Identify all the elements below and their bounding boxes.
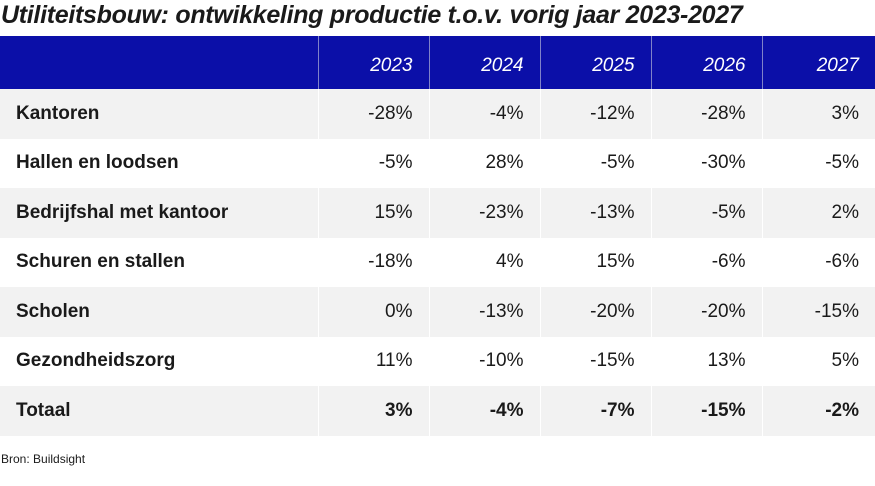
total-cell: -15% xyxy=(650,386,762,436)
row-label: Bedrijfshal met kantoor xyxy=(16,201,229,223)
total-cell: -7% xyxy=(539,386,651,436)
source-note: Bron: Buildsight xyxy=(1,452,86,466)
row-label: Gezondheidszorg xyxy=(16,350,176,372)
header-year-2026: 2026 xyxy=(650,36,762,89)
header-year-2024: 2024 xyxy=(428,36,540,89)
table-cell: -28% xyxy=(650,89,762,139)
table-cell: 15% xyxy=(317,188,429,238)
total-cell: -2% xyxy=(761,386,875,436)
table-cell: -28% xyxy=(317,89,429,139)
table-cell: -5% xyxy=(317,138,429,188)
table-row: Bedrijfshal met kantoor 15% -23% -13% -5… xyxy=(0,188,875,238)
table-cell: -6% xyxy=(650,237,762,287)
table-cell: -4% xyxy=(428,89,540,139)
table-cell: -12% xyxy=(539,89,651,139)
table-cell: -15% xyxy=(539,336,651,386)
table-cell: -13% xyxy=(428,287,540,337)
header-year-2023: 2023 xyxy=(317,36,429,89)
table-cell: -23% xyxy=(428,188,540,238)
total-cell: 3% xyxy=(317,386,429,436)
table-cell: 15% xyxy=(539,237,651,287)
table-cell: -30% xyxy=(650,138,762,188)
total-label: Totaal xyxy=(16,399,71,421)
header-year-2027: 2027 xyxy=(761,36,875,89)
table-cell: 11% xyxy=(317,336,429,386)
header-label-cell xyxy=(0,36,318,89)
table-cell: 5% xyxy=(761,336,875,386)
table-cell: 2% xyxy=(761,188,875,238)
table-cell: -5% xyxy=(761,138,875,188)
table-cell: 4% xyxy=(428,237,540,287)
header-year-2025: 2025 xyxy=(539,36,651,89)
table-cell: 0% xyxy=(317,287,429,337)
table-row: Gezondheidszorg 11% -10% -15% 13% 5% xyxy=(0,336,875,386)
table-cell: -10% xyxy=(428,336,540,386)
table-cell: -13% xyxy=(539,188,651,238)
total-row: Totaal 3% -4% -7% -15% -2% xyxy=(0,386,875,436)
table-row: Scholen 0% -13% -20% -20% -15% xyxy=(0,287,875,337)
table-cell: 3% xyxy=(761,89,875,139)
row-label: Schuren en stallen xyxy=(16,251,185,273)
table-row: Hallen en loodsen -5% 28% -5% -30% -5% xyxy=(0,138,875,188)
row-label: Hallen en loodsen xyxy=(16,152,179,174)
table-row: Kantoren -28% -4% -12% -28% 3% xyxy=(0,89,875,139)
row-label: Kantoren xyxy=(16,102,100,124)
table-header-row: 2023 2024 2025 2026 2027 xyxy=(0,36,875,89)
table-cell: -15% xyxy=(761,287,875,337)
table-cell: -5% xyxy=(650,188,762,238)
table-cell: -18% xyxy=(317,237,429,287)
table-cell: -20% xyxy=(650,287,762,337)
table-cell: -6% xyxy=(761,237,875,287)
row-label: Scholen xyxy=(16,300,90,322)
table-cell: 13% xyxy=(650,336,762,386)
table-cell: -5% xyxy=(539,138,651,188)
total-cell: -4% xyxy=(428,386,540,436)
page-title: Utiliteitsbouw: ontwikkeling productie t… xyxy=(1,1,743,29)
table-cell: 28% xyxy=(428,138,540,188)
table-cell: -20% xyxy=(539,287,651,337)
production-table: 2023 2024 2025 2026 2027 Kantoren -28% -… xyxy=(0,36,875,436)
table-row: Schuren en stallen -18% 4% 15% -6% -6% xyxy=(0,237,875,287)
